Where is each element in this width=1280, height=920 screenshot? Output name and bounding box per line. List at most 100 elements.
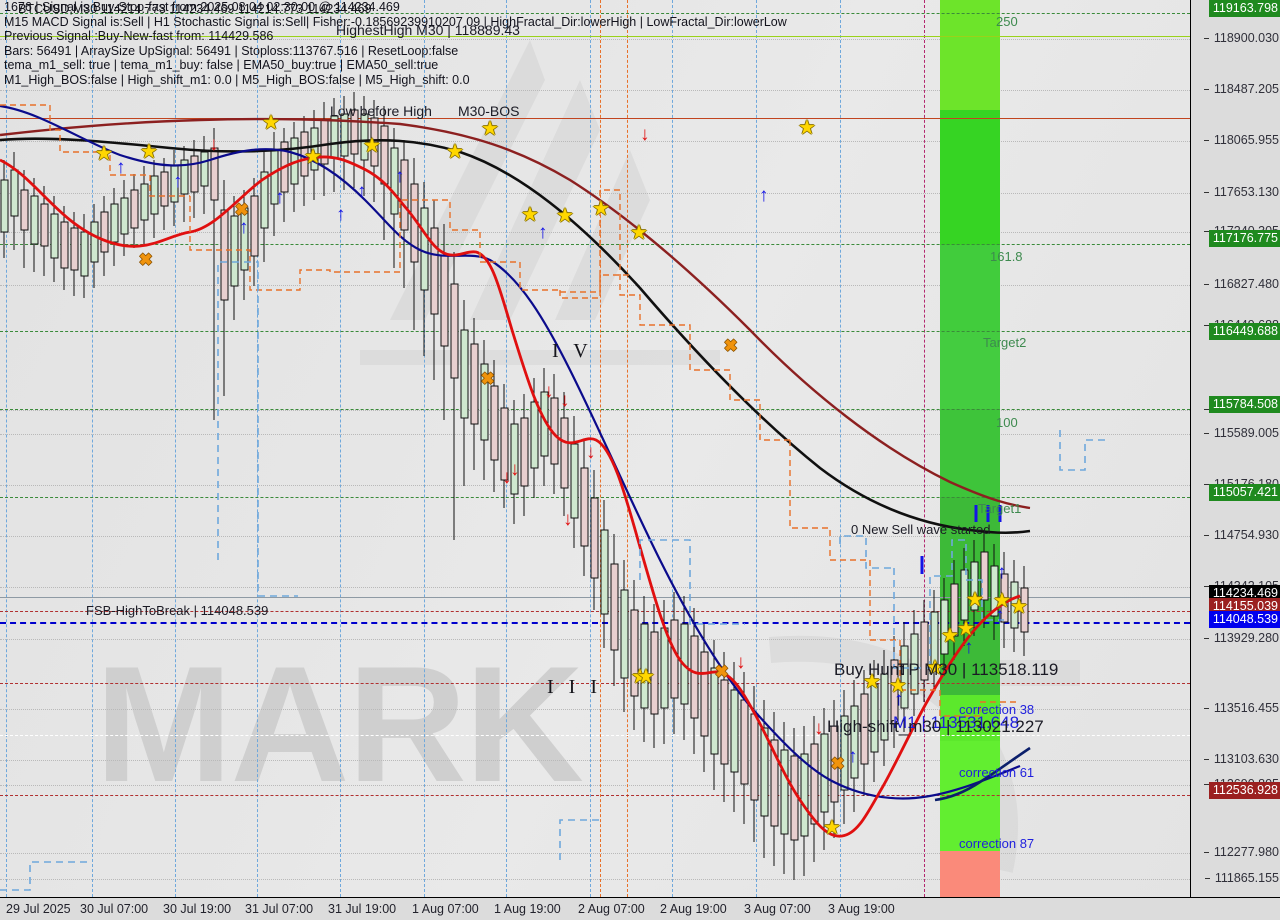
- price-tick-label: 113516.455: [1203, 701, 1279, 715]
- price-badge: 114048.539: [1208, 611, 1280, 628]
- price-tick-mark: [1203, 231, 1209, 232]
- price-badge: 119163.798: [1208, 0, 1280, 17]
- gridline-h: [0, 853, 1190, 854]
- gridline-h: [0, 785, 1190, 786]
- fractal-vline: [627, 0, 628, 897]
- time-tick-label: 1 Aug 07:00: [412, 902, 479, 916]
- fib-band-100: [940, 409, 1000, 497]
- session-separator: [506, 0, 507, 897]
- level-target2: [0, 331, 1190, 332]
- buy-arrow-marker: ↑: [538, 222, 548, 243]
- gridline-h: [0, 879, 1190, 880]
- price-tick-label: 117653.130: [1203, 185, 1279, 199]
- price-tick-label: 118900.030: [1203, 31, 1279, 45]
- price-tick-mark: [1203, 852, 1209, 853]
- session-separator: [672, 0, 673, 897]
- sell-arrow-marker: ↓: [502, 467, 512, 488]
- time-tick-label: 3 Aug 07:00: [744, 902, 811, 916]
- buy-star-marker: ★: [556, 205, 574, 227]
- session-separator: [175, 0, 176, 897]
- buy-arrow-marker: ↑: [395, 166, 405, 187]
- price-tick-mark: [1203, 586, 1209, 587]
- buy-star-marker: ★: [941, 625, 959, 647]
- price-tick-mark: [1203, 433, 1209, 434]
- session-separator: [257, 0, 258, 897]
- buy-star-marker: ★: [993, 590, 1011, 612]
- wave-3-label: I I I: [547, 676, 602, 698]
- indicator-info-block: 1676 | Signal is Buy-Stop-fast from:2025…: [4, 0, 787, 88]
- buy-star-marker: ★: [823, 817, 841, 839]
- time-tick-label: 29 Jul 2025: [6, 902, 71, 916]
- sell-arrow-marker: ↓: [510, 459, 520, 480]
- buy-star-marker: ★: [798, 117, 816, 139]
- price-tick-label: 111865.155: [1204, 871, 1279, 885]
- level-highest-high: [0, 36, 1190, 37]
- fib-target-zone: [940, 0, 1000, 897]
- tp-m30-label: TP M30 | 113518.119: [898, 660, 1059, 679]
- price-tick-mark: [1203, 325, 1209, 326]
- cross-marker: ✖: [724, 338, 738, 355]
- time-tick-label: 31 Jul 07:00: [245, 902, 314, 916]
- price-tick-mark: [1203, 38, 1209, 39]
- gridline-h: [0, 90, 1190, 91]
- price-tick-label: 115589.005: [1203, 426, 1279, 440]
- info-line-5: tema_m1_sell: true | tema_m1_buy: false …: [4, 58, 439, 73]
- price-badge: 115784.508: [1208, 396, 1280, 413]
- time-axis[interactable]: 29 Jul 2025 30 Jul 07:00 30 Jul 19:00 31 Ju…: [0, 897, 1280, 920]
- symbol-quote-line: BTCUSD,M30 114214.773 114234.469 114214.…: [18, 2, 372, 16]
- sell-arrow-marker: ↓: [563, 509, 573, 530]
- price-axis[interactable]: 118900.030 118487.205 118065.955 117653.130…: [1190, 0, 1280, 897]
- price-tick-mark: [1203, 89, 1209, 90]
- gridline-h: [0, 587, 1190, 588]
- price-badge: 114234.469: [1208, 585, 1280, 602]
- time-tick-label: 30 Jul 07:00: [80, 902, 149, 916]
- sell-arrow-marker: ↓: [814, 718, 824, 739]
- buy-arrow-marker: ↑: [239, 217, 249, 238]
- price-tick-mark: [1203, 638, 1209, 639]
- new-sell-wave-label: 0 New Sell wave started: [851, 522, 991, 537]
- gridline-h: [0, 536, 1190, 537]
- price-badge: 117176.775: [1208, 230, 1280, 247]
- price-tick-mark: [1204, 878, 1210, 879]
- low-before-high-label: Low before High: [330, 103, 432, 119]
- gridline-h: [0, 141, 1190, 142]
- buy-star-marker: ★: [863, 671, 881, 693]
- sell-arrow-marker: ↓: [586, 442, 596, 463]
- sell-arrow-marker: ↓: [560, 390, 570, 411]
- buy-arrow-marker: ↑: [357, 181, 367, 202]
- price-tick-label: 114754.930: [1203, 528, 1279, 542]
- chart-plot-area[interactable]: MARK: [0, 0, 1190, 897]
- fractal-vline: [600, 0, 601, 897]
- session-separator: [340, 0, 341, 897]
- fib-band-correction61: [940, 741, 1000, 851]
- price-tick-mark: [1203, 192, 1209, 193]
- cross-marker: ✖: [831, 756, 845, 773]
- fib-band-250: [940, 0, 1000, 110]
- info-line-3: Previous Signal :Buy-New-fast from: 1144…: [4, 29, 274, 44]
- gridline-h: [0, 232, 1190, 233]
- buy-arrow-marker: ↑: [116, 157, 126, 178]
- price-tick-mark: [1203, 140, 1209, 141]
- buy-star-marker: ★: [889, 675, 907, 697]
- price-tick-mark: [1203, 484, 1209, 485]
- buy-star-marker: ★: [521, 204, 539, 226]
- price-tick-label: 118065.955: [1203, 133, 1279, 147]
- signal-vline: [924, 0, 925, 897]
- buy-star-marker: ★: [304, 146, 322, 168]
- target1-label: Target1: [978, 501, 1022, 516]
- level-upper-red: [0, 118, 1190, 119]
- cross-marker: ✖: [715, 664, 729, 681]
- m30-bos-label: M30-BOS: [458, 103, 520, 119]
- session-separator: [756, 0, 757, 897]
- gridline-h: [0, 760, 1190, 761]
- price-tick-label: 118487.205: [1203, 82, 1279, 96]
- buy-star-marker: ★: [957, 618, 975, 640]
- buy-star-marker: ★: [446, 141, 464, 163]
- correction-38-label: correction 38: [959, 702, 1035, 717]
- price-tick-mark: [1203, 284, 1209, 285]
- session-separator: [424, 0, 425, 897]
- buy-arrow-marker: ↑: [964, 637, 974, 658]
- gridline-h: [0, 39, 1190, 40]
- buy-star-marker: ★: [481, 118, 499, 140]
